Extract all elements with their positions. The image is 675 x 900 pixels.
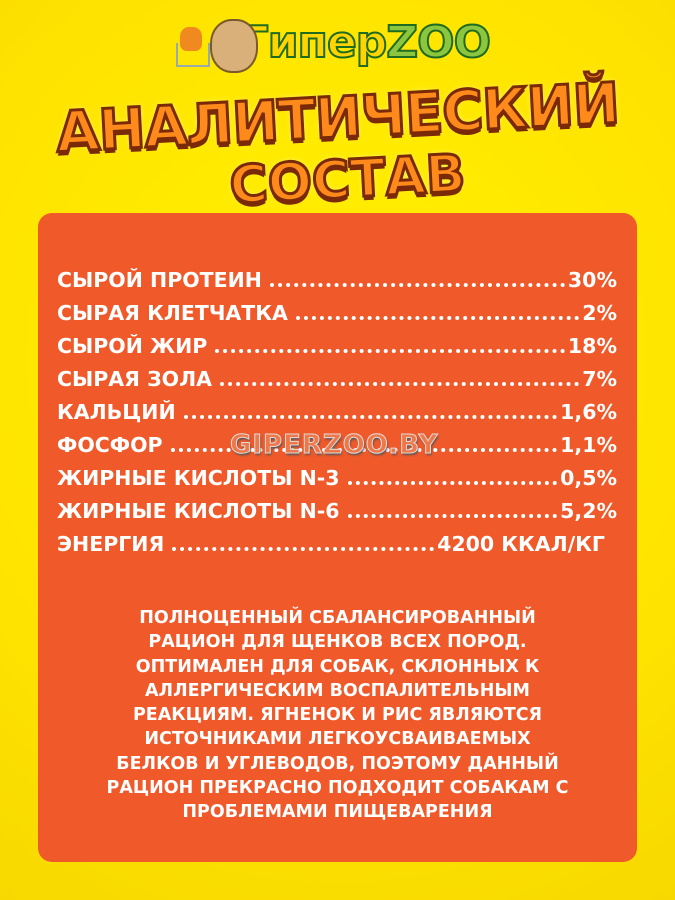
dotted-leader (183, 415, 558, 419)
description-line: РАЦИОН ДЛЯ ЩЕНКОВ ВСЕХ ПОРОД. (148, 632, 527, 653)
nutrient-name: СЫРАЯ ЗОЛА (57, 367, 212, 391)
dotted-leader (347, 514, 558, 518)
description-line: ПРОБЛЕМАМИ ПИЩЕВАРЕНИЯ (182, 802, 493, 823)
mascot-illustration (170, 13, 258, 73)
composition-row: СЫРАЯ ЗОЛА 7% (57, 367, 617, 400)
nutrient-value: 18% (567, 334, 617, 358)
description-line: ПОЛНОЦЕННЫЙ СБАЛАНСИРОВАННЫЙ (139, 608, 536, 628)
dotted-leader (215, 349, 565, 353)
nutrient-name: СЫРОЙ ПРОТЕИН (57, 268, 262, 292)
dotted-leader (347, 481, 558, 485)
nutrient-value: 30% (567, 268, 617, 292)
description-line: РАЦИОН ПРЕКРАСНО ПОДХОДИТ СОБАКАМ С (106, 778, 569, 799)
nutrient-value: 0,5% (560, 466, 617, 490)
composition-list: СЫРОЙ ПРОТЕИН 30% СЫРАЯ КЛЕТЧАТКА 2% СЫРОЙ Ж… (57, 268, 617, 565)
composition-row: СЫРОЙ ЖИР 18% (57, 334, 617, 367)
description-line: АЛЛЕРГИЧЕСКИМ ВОСПАЛИТЕЛЬНЫМ (145, 680, 530, 701)
description: ПОЛНОЦЕННЫЙ СБАЛАНСИРОВАННЫЙ РАЦИОН ДЛЯ Щ… (38, 606, 637, 825)
watermark: GIPERZOO.BY (229, 430, 439, 461)
composition-row: ФОСФОР 1,1% (57, 433, 617, 466)
nutrient-value: 1,6% (560, 400, 617, 424)
logo-text: ГиперZOO (240, 17, 492, 68)
description-line: ОПТИМАЛЕН ДЛЯ СОБАК, СКЛОННЫХ К (135, 656, 540, 677)
composition-row: СЫРОЙ ПРОТЕИН 30% (57, 268, 617, 301)
composition-row: ЖИРНЫЕ КИСЛОТЫ N-6 5,2% (57, 499, 617, 532)
nutrient-name: ЖИРНЫЕ КИСЛОТЫ N-3 (57, 466, 340, 490)
nutrient-value: 1,1% (560, 433, 617, 457)
dotted-leader (269, 283, 565, 287)
cat-icon (180, 27, 202, 51)
shopping-cart-icon (176, 43, 210, 67)
nutrient-value: 2% (582, 301, 617, 325)
nutrient-name: ЖИРНЫЕ КИСЛОТЫ N-6 (57, 499, 340, 523)
description-line: ИСТОЧНИКАМИ ЛЕГКОУСВАИВАЕМЫХ (144, 729, 531, 750)
dotted-leader (219, 382, 580, 386)
dog-icon (210, 19, 258, 73)
description-line: РЕАКЦИЯМ. ЯГНЕНОК И РИС ЯВЛЯЮТСЯ (132, 705, 543, 726)
description-line: БЕЛКОВ И УГЛЕВОДОВ, ПОЭТОМУ ДАННЫЙ (116, 753, 559, 774)
composition-row: ЖИРНЫЕ КИСЛОТЫ N-3 0,5% (57, 466, 617, 499)
gipperzoo-logo: ГиперZOO (170, 12, 492, 74)
nutrient-value: 4200 ККАЛ/КГ (437, 532, 605, 556)
nutrient-name: ФОСФОР (57, 433, 163, 457)
nutrient-name: СЫРАЯ КЛЕТЧАТКА (57, 301, 288, 325)
nutrient-name: СЫРОЙ ЖИР (57, 334, 208, 358)
dotted-leader (170, 448, 558, 452)
dotted-leader (295, 316, 580, 320)
nutrient-value: 7% (582, 367, 617, 391)
dotted-leader (172, 547, 435, 551)
nutrient-name: КАЛЬЦИЙ (57, 400, 176, 424)
composition-row: КАЛЬЦИЙ 1,6% (57, 400, 617, 433)
composition-row: ЭНЕРГИЯ 4200 ККАЛ/КГ (57, 532, 605, 565)
nutrient-name: ЭНЕРГИЯ (57, 532, 165, 556)
nutrient-value: 5,2% (560, 499, 617, 523)
composition-row: СЫРАЯ КЛЕТЧАТКА 2% (57, 301, 617, 334)
composition-panel: СЫРОЙ ПРОТЕИН 30% СЫРАЯ КЛЕТЧАТКА 2% СЫРОЙ Ж… (38, 213, 637, 862)
